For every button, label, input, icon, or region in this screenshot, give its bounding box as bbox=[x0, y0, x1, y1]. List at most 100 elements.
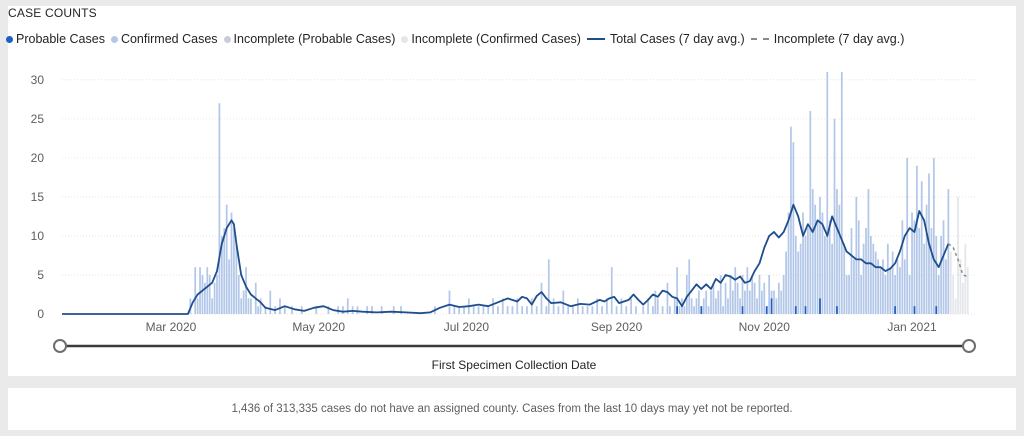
incomplete-confirmed-bar[interactable] bbox=[959, 259, 962, 314]
confirmed-bar[interactable] bbox=[729, 274, 732, 314]
confirmed-bar[interactable] bbox=[809, 111, 812, 314]
confirmed-bar[interactable] bbox=[572, 306, 574, 314]
confirmed-bar[interactable] bbox=[705, 290, 708, 314]
probable-bar[interactable] bbox=[819, 298, 821, 314]
confirmed-bar[interactable] bbox=[497, 306, 499, 314]
confirmed-bar[interactable] bbox=[840, 72, 843, 314]
legend-item-incomplete-avg[interactable]: Incomplete (7 day avg.) bbox=[750, 32, 904, 46]
confirmed-bar[interactable] bbox=[715, 298, 717, 314]
date-range-slider[interactable]: First Specimen Collection Date bbox=[53, 339, 976, 372]
confirmed-bar[interactable] bbox=[719, 274, 722, 314]
avg-lines[interactable] bbox=[62, 203, 968, 315]
confirmed-bar[interactable] bbox=[930, 228, 933, 314]
confirmed-bar[interactable] bbox=[673, 298, 676, 314]
total-cases-avg-line[interactable] bbox=[62, 203, 950, 315]
confirmed-bar[interactable] bbox=[228, 259, 230, 314]
confirmed-bar[interactable] bbox=[482, 306, 485, 314]
confirmed-bar[interactable] bbox=[845, 274, 848, 314]
confirmed-bar[interactable] bbox=[591, 306, 594, 314]
confirmed-bar[interactable] bbox=[698, 290, 700, 314]
incomplete-confirmed-bar[interactable] bbox=[957, 196, 959, 314]
confirmed-bar[interactable] bbox=[942, 220, 945, 314]
confirmed-bar[interactable] bbox=[739, 298, 741, 314]
confirmed-bar[interactable] bbox=[557, 306, 560, 314]
confirmed-bar[interactable] bbox=[947, 189, 950, 314]
confirmed-bar[interactable] bbox=[683, 306, 686, 314]
probable-bar[interactable] bbox=[804, 306, 807, 314]
confirmed-bar[interactable] bbox=[240, 298, 243, 314]
confirmed-bar[interactable] bbox=[392, 306, 395, 314]
confirmed-bar[interactable] bbox=[216, 274, 218, 314]
confirmed-bar[interactable] bbox=[862, 243, 865, 314]
confirmed-bar[interactable] bbox=[530, 298, 533, 314]
confirmed-bar[interactable] bbox=[250, 298, 252, 314]
confirmed-bar[interactable] bbox=[899, 267, 901, 314]
confirmed-bar[interactable] bbox=[906, 157, 909, 314]
confirmed-bar[interactable] bbox=[315, 306, 318, 314]
legend-item-probable[interactable]: Probable Cases bbox=[6, 32, 105, 46]
confirmed-bar[interactable] bbox=[836, 189, 838, 314]
confirmed-bar[interactable] bbox=[780, 290, 783, 314]
confirmed-bar[interactable] bbox=[853, 259, 855, 314]
confirmed-bar[interactable] bbox=[763, 282, 766, 314]
confirmed-bar[interactable] bbox=[501, 298, 504, 314]
confirmed-bar[interactable] bbox=[790, 126, 792, 314]
confirmed-bar[interactable] bbox=[807, 228, 809, 314]
confirmed-bar[interactable] bbox=[753, 282, 756, 314]
confirmed-bar[interactable] bbox=[935, 235, 938, 314]
confirmed-bar[interactable] bbox=[768, 274, 771, 314]
confirmed-bar[interactable] bbox=[850, 228, 853, 314]
confirmed-bar[interactable] bbox=[702, 298, 705, 314]
confirmed-bar[interactable] bbox=[472, 306, 475, 314]
confirmed-bar[interactable] bbox=[925, 204, 928, 314]
confirmed-bar[interactable] bbox=[823, 235, 826, 314]
confirmed-bar[interactable] bbox=[843, 243, 846, 314]
confirmed-bar[interactable] bbox=[797, 251, 800, 314]
confirmed-bar[interactable] bbox=[567, 306, 570, 314]
confirmed-bar[interactable] bbox=[918, 228, 921, 314]
confirmed-bar[interactable] bbox=[710, 290, 712, 314]
confirmed-bar[interactable] bbox=[196, 298, 199, 314]
confirmed-bar[interactable] bbox=[477, 306, 480, 314]
confirmed-bar[interactable] bbox=[891, 251, 894, 314]
probable-bar[interactable] bbox=[676, 306, 678, 314]
confirmed-bar[interactable] bbox=[785, 251, 787, 314]
probable-bar[interactable] bbox=[794, 306, 797, 314]
confirmed-bar[interactable] bbox=[867, 189, 870, 314]
probable-bar[interactable] bbox=[700, 306, 703, 314]
confirmed-bar[interactable] bbox=[923, 243, 926, 314]
confirmed-bar[interactable] bbox=[666, 282, 669, 314]
confirmed-bar[interactable] bbox=[547, 259, 550, 314]
confirmed-bar[interactable] bbox=[911, 212, 913, 314]
incomplete-confirmed-bar[interactable] bbox=[952, 274, 955, 314]
confirmed-bar[interactable] bbox=[894, 274, 896, 314]
probable-bar[interactable] bbox=[913, 306, 916, 314]
confirmed-bar[interactable] bbox=[748, 290, 751, 314]
confirmed-bar[interactable] bbox=[678, 306, 681, 314]
confirmed-bar[interactable] bbox=[940, 235, 942, 314]
confirmed-bar[interactable] bbox=[199, 267, 201, 314]
confirmed-bar[interactable] bbox=[652, 306, 654, 314]
probable-bar[interactable] bbox=[770, 298, 773, 314]
confirmed-bar[interactable] bbox=[206, 267, 209, 314]
confirmed-bar[interactable] bbox=[208, 274, 211, 314]
confirmed-bar[interactable] bbox=[356, 306, 359, 314]
confirmed-bar[interactable] bbox=[211, 298, 214, 314]
confirmed-bar[interactable] bbox=[886, 243, 889, 314]
confirmed-bar[interactable] bbox=[545, 306, 548, 314]
confirmed-bar[interactable] bbox=[635, 306, 637, 314]
confirmed-bar[interactable] bbox=[654, 290, 657, 314]
confirmed-bar[interactable] bbox=[736, 282, 739, 314]
confirmed-bar[interactable] bbox=[448, 290, 451, 314]
probable-bar[interactable] bbox=[741, 306, 744, 314]
confirmed-bar[interactable] bbox=[346, 298, 349, 314]
confirmed-bar[interactable] bbox=[775, 298, 778, 314]
confirmed-bar[interactable] bbox=[661, 306, 664, 314]
confirmed-bar[interactable] bbox=[816, 220, 819, 314]
confirmed-bar[interactable] bbox=[734, 267, 737, 314]
probable-bar[interactable] bbox=[935, 306, 938, 314]
confirmed-bar[interactable] bbox=[882, 259, 884, 314]
confirmed-bar[interactable] bbox=[773, 290, 775, 314]
incomplete-confirmed-bar[interactable] bbox=[966, 267, 969, 314]
confirmed-bar[interactable] bbox=[581, 306, 584, 314]
